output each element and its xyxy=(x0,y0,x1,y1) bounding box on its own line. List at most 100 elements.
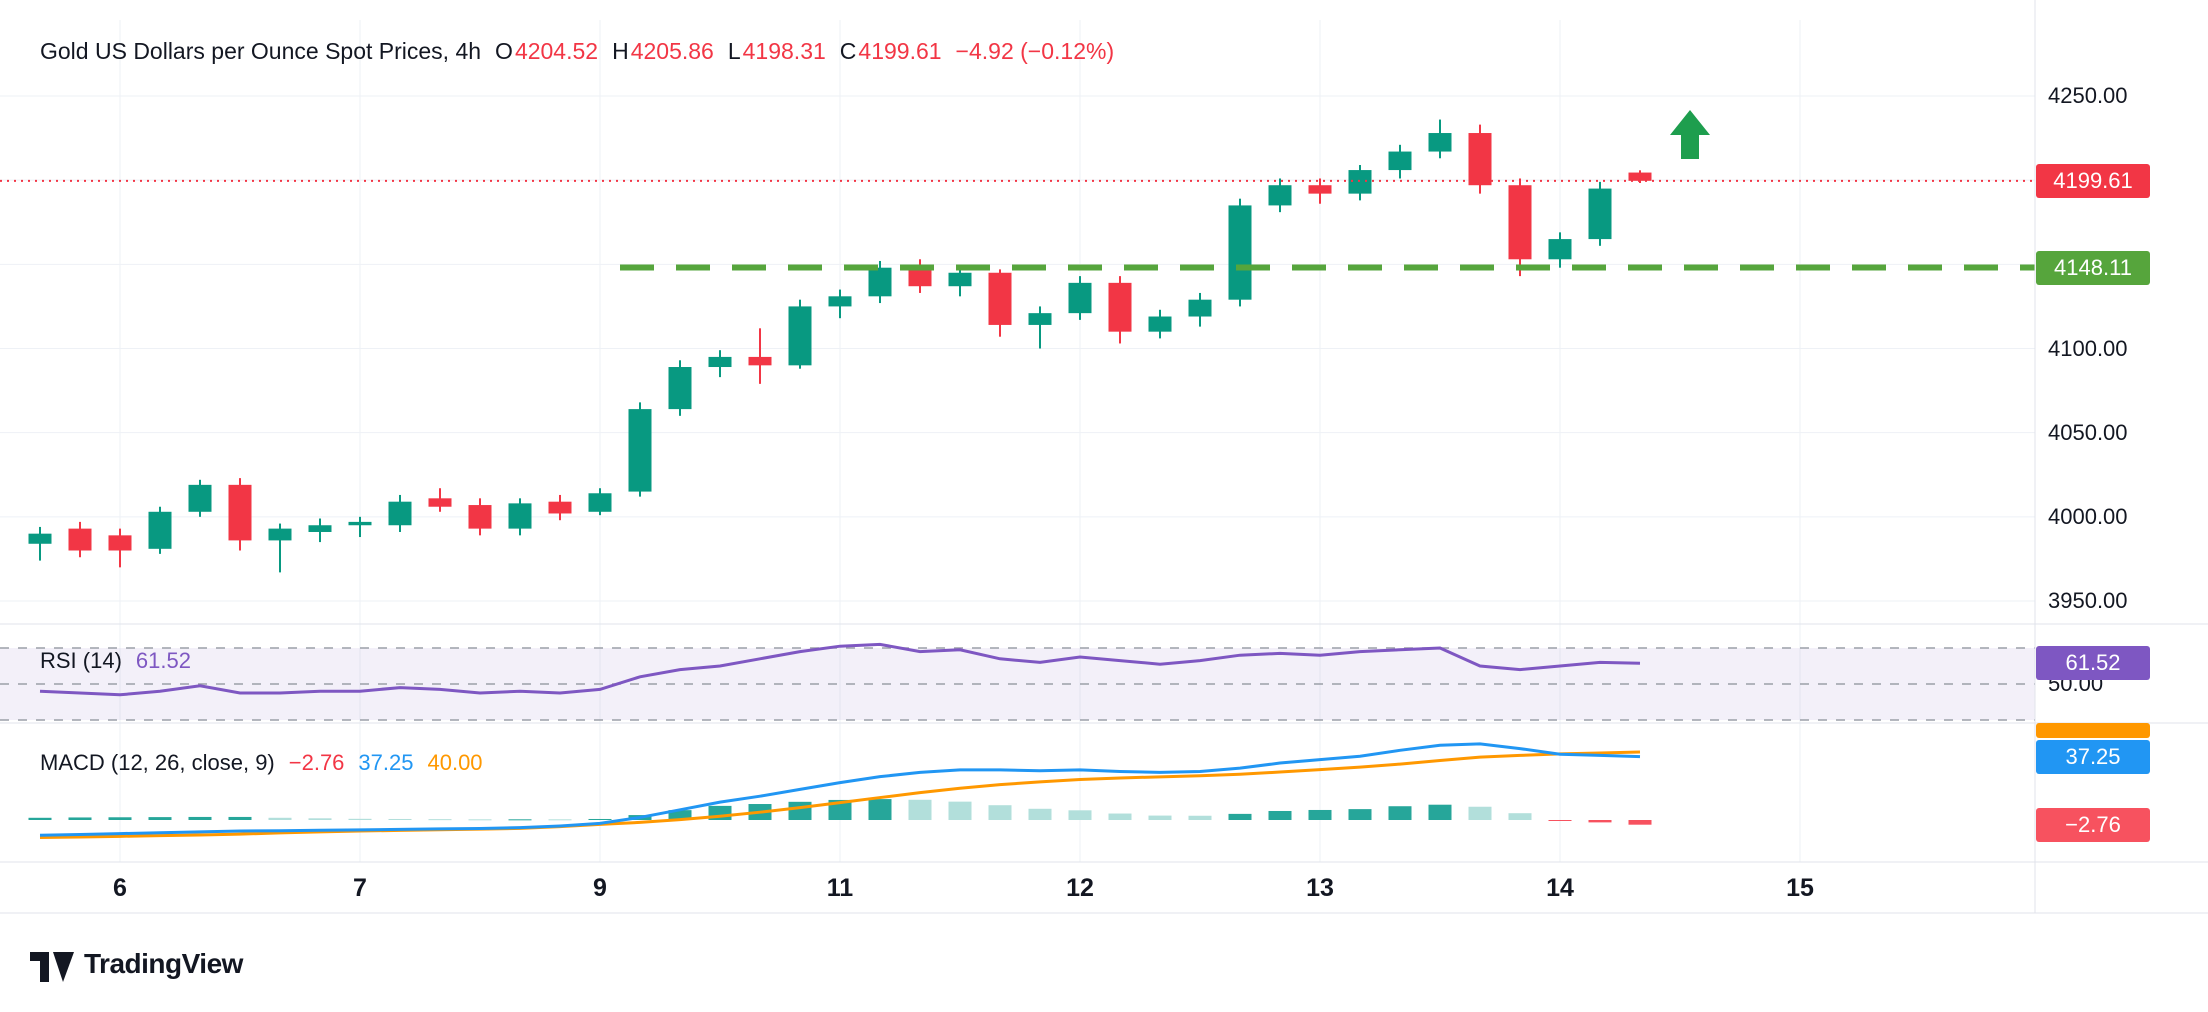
up-arrow-icon xyxy=(1670,110,1710,159)
macd-signal-value: 40.00 xyxy=(427,750,483,775)
ohlc-close: C 4199.61 xyxy=(839,38,942,64)
macd-histogram-bar xyxy=(588,818,612,820)
candle-body xyxy=(1548,239,1572,260)
time-axis-label: 7 xyxy=(353,874,367,902)
candle-body xyxy=(748,356,772,366)
ohlc-open: O 4204.52 xyxy=(495,38,599,64)
price-axis-label: 4050.00 xyxy=(2048,419,2128,445)
candle-body xyxy=(1308,185,1332,194)
ohlc-low: L 4198.31 xyxy=(727,38,826,64)
time-axis-label: 12 xyxy=(1066,874,1094,902)
candle-body xyxy=(988,272,1012,325)
macd-signal-badge-clipped xyxy=(2036,723,2150,738)
macd-legend[interactable]: MACD (12, 26, close, 9) −2.76 37.25 40.0… xyxy=(40,750,483,776)
candle-body xyxy=(1228,205,1252,300)
macd-histogram-bar xyxy=(508,819,532,821)
candle-body xyxy=(428,498,452,507)
macd-histogram-bar xyxy=(1108,813,1132,820)
macd-histogram-bar xyxy=(1148,815,1172,820)
macd-histogram-bar xyxy=(1468,806,1492,820)
candle-body xyxy=(1188,299,1212,317)
macd-histogram-bar xyxy=(1628,820,1652,825)
price-axis-label: 4100.00 xyxy=(2048,335,2128,361)
macd-histogram-bar xyxy=(148,817,172,820)
candle-body xyxy=(268,528,292,541)
candle-body xyxy=(508,503,532,529)
candle-body xyxy=(308,525,332,532)
macd-histogram-bar xyxy=(1348,809,1372,820)
macd-histogram-bar xyxy=(908,799,932,820)
symbol-title: Gold US Dollars per Ounce Spot Prices, 4… xyxy=(40,38,482,64)
symbol-legend[interactable]: Gold US Dollars per Ounce Spot Prices, 4… xyxy=(40,38,1114,65)
macd-histogram-bar xyxy=(188,816,212,820)
macd-histogram-bar xyxy=(1268,810,1292,820)
candle-body xyxy=(1588,188,1612,240)
last-price-badge: 4199.61 xyxy=(2036,163,2150,198)
macd-histogram-bar xyxy=(1188,815,1212,820)
candle-body xyxy=(468,505,492,529)
macd-histogram-bar xyxy=(388,818,412,820)
macd-histogram-bar xyxy=(428,819,452,821)
macd-histogram-bar xyxy=(308,818,332,820)
candle-body xyxy=(148,511,172,549)
price-axis[interactable]: 4250.00 4100.00 4050.00 4000.00 3950.00 50.00 xyxy=(0,0,2208,913)
candle-body xyxy=(868,267,892,297)
macd-histogram-bar xyxy=(1548,820,1572,821)
time-axis-label: 11 xyxy=(826,874,854,902)
macd-histogram-bar xyxy=(1388,806,1412,820)
rsi-line xyxy=(39,642,1641,697)
candle-body xyxy=(228,484,252,541)
macd-histogram-bar xyxy=(68,817,92,820)
macd-histogram-bar xyxy=(1068,810,1092,820)
tradingview-logo-icon xyxy=(30,952,74,982)
ohlc-high: H 4205.86 xyxy=(612,38,714,64)
candle-body xyxy=(1108,282,1132,332)
macd-name: MACD (12, 26, close, 9) xyxy=(40,750,275,775)
macd-line xyxy=(39,742,1641,837)
rsi-legend[interactable]: RSI (14) 61.52 xyxy=(40,648,191,674)
price-axis-label: 3950.00 xyxy=(2048,588,2128,613)
candle-body xyxy=(1508,185,1532,260)
candle-body xyxy=(828,296,852,307)
candle-body xyxy=(788,306,812,366)
macd-histogram-bar xyxy=(1228,813,1252,820)
time-axis-label: 6 xyxy=(113,874,127,902)
price-axis-label: 4000.00 xyxy=(2048,503,2128,529)
macd-line-value: 37.25 xyxy=(358,750,414,775)
price-axis-label: 4250.00 xyxy=(2048,83,2128,108)
macd-histogram-bar xyxy=(348,818,372,820)
candle-body xyxy=(708,356,732,368)
candle-body xyxy=(348,521,372,526)
macd-histogram-bar xyxy=(1508,813,1532,820)
macd-histogram-bar xyxy=(828,799,852,820)
candle-body xyxy=(668,367,692,410)
rsi-name: RSI (14) xyxy=(40,648,122,673)
time-axis[interactable]: 6 7 9 11 12 13 14 15 xyxy=(0,862,2208,913)
change-value: −4.92 (−0.12%) xyxy=(955,38,1115,64)
macd-histogram-bar xyxy=(1428,804,1452,820)
candle-body xyxy=(108,535,132,551)
tradingview-logo-text: TradingView xyxy=(84,948,243,979)
time-axis-label: 9 xyxy=(593,874,607,902)
candle-body xyxy=(1268,185,1292,206)
macd-histogram-bar xyxy=(228,816,252,820)
macd-histogram-bar xyxy=(1028,808,1052,820)
time-axis-label: 13 xyxy=(1306,874,1334,902)
candle-body xyxy=(1388,151,1412,171)
candle-body xyxy=(1148,316,1172,332)
candle-body xyxy=(1028,313,1052,325)
candle-body xyxy=(1348,170,1372,194)
candle-body xyxy=(1468,133,1492,186)
macd-histogram-bar xyxy=(548,819,572,821)
macd-histogram-bar xyxy=(1588,820,1612,823)
macd-histogram-bar xyxy=(108,817,132,820)
macd-histogram-bar xyxy=(668,810,692,820)
macd-value-badge: 37.25 xyxy=(2036,739,2150,774)
macd-histogram-bar xyxy=(1308,809,1332,820)
candle-body xyxy=(908,267,932,287)
tradingview-logo[interactable]: TradingView xyxy=(30,946,243,982)
macd-histogram-bar xyxy=(868,799,892,820)
support-level-badge: 4148.11 xyxy=(2036,250,2150,285)
